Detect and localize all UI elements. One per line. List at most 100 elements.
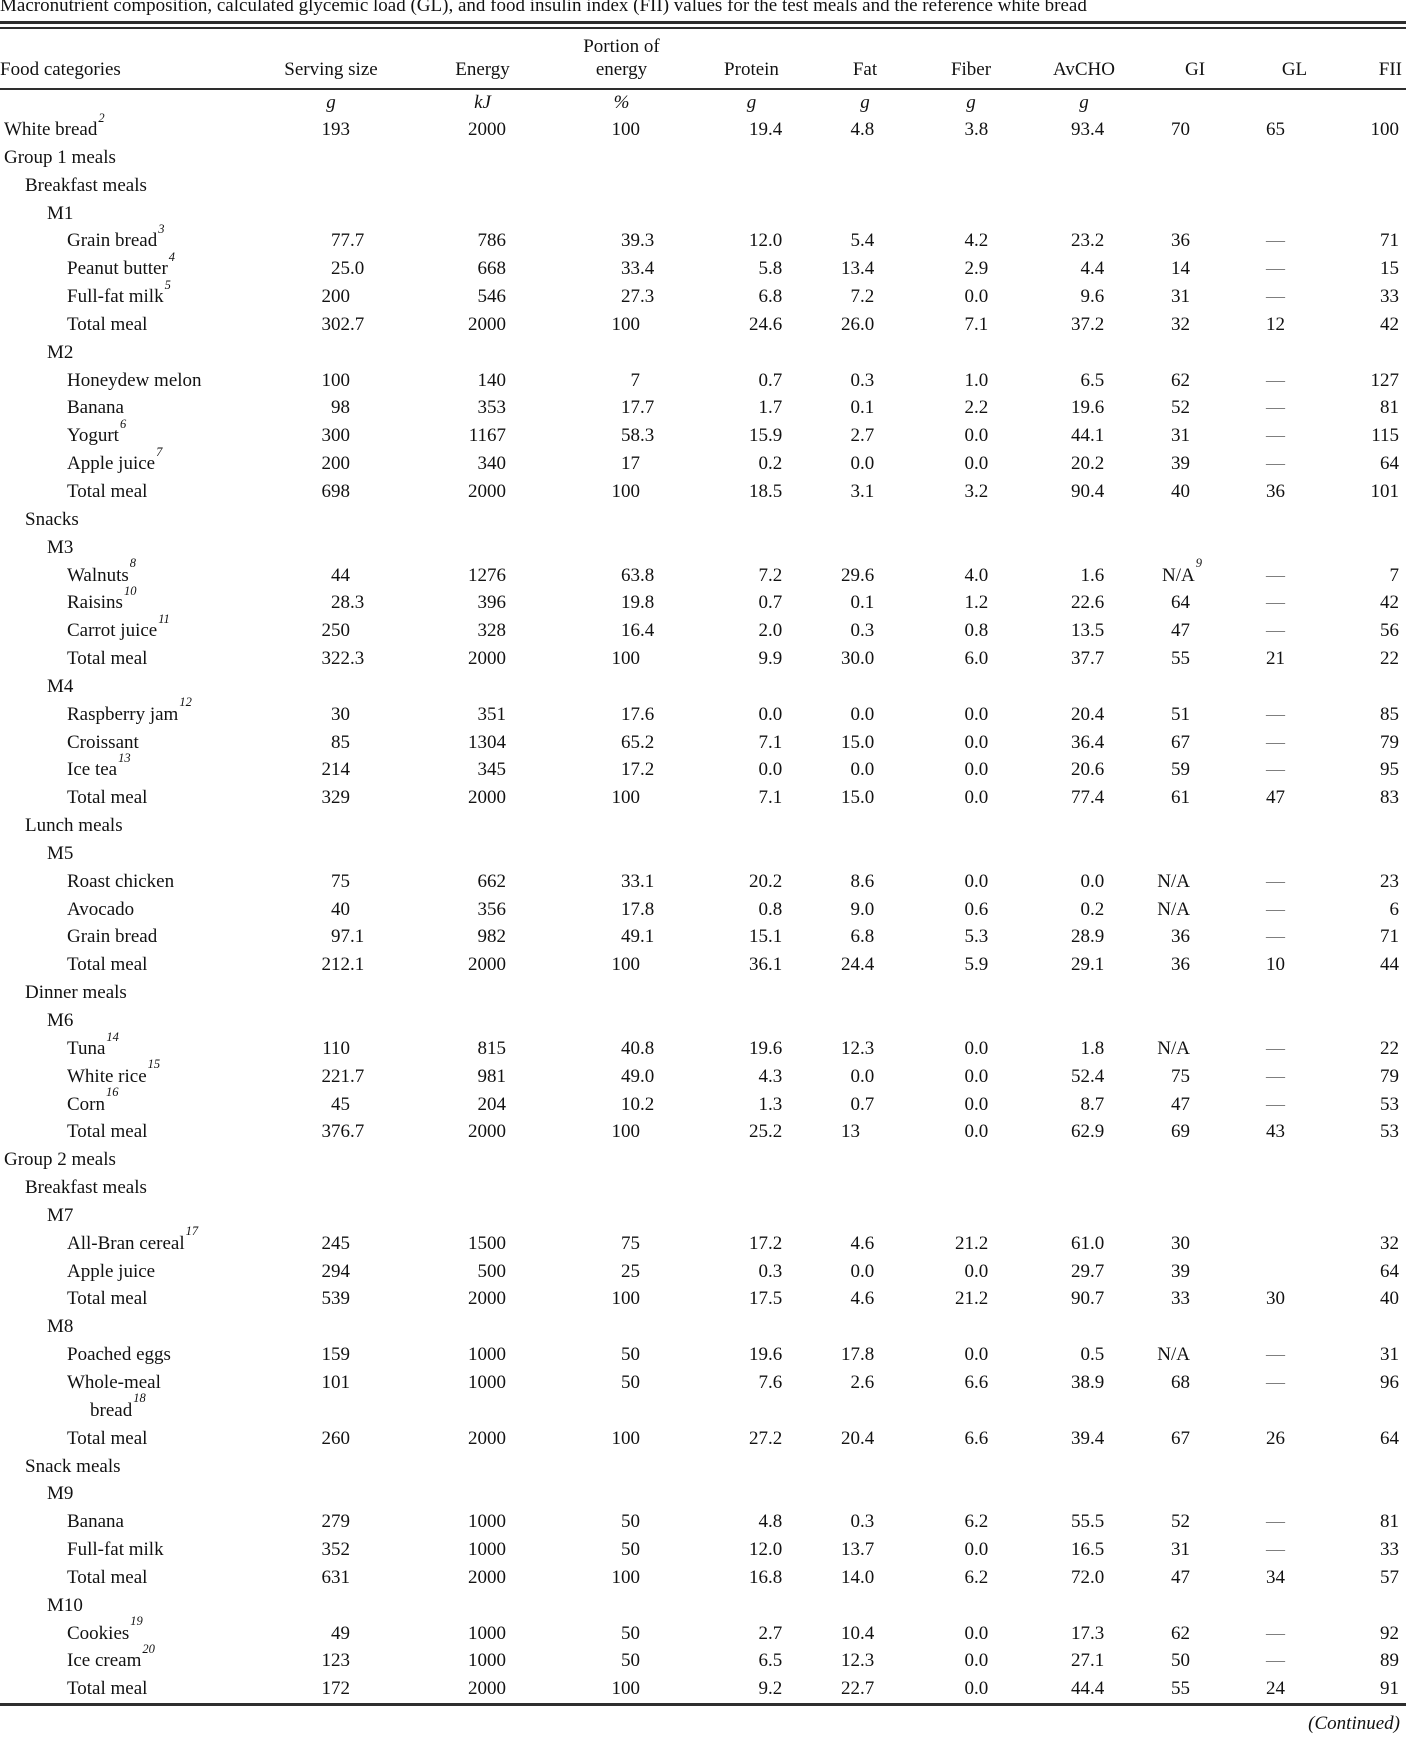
cell-portion <box>528 1174 662 1202</box>
cell-fii: 85 <box>1380 703 1399 725</box>
cell-gi: 40 <box>1171 480 1190 502</box>
cell-protein: 12.0 <box>749 1539 783 1561</box>
row-label: Group 1 meals <box>4 146 116 168</box>
cell-fiber <box>882 506 996 534</box>
cell-fii: 64 <box>1380 1260 1399 1282</box>
cell-portion <box>528 1453 662 1481</box>
cell-protein: 9.9 <box>758 648 783 670</box>
footnote-marker: 5 <box>164 277 171 292</box>
cell-fat <box>790 1480 882 1508</box>
cell-fii <box>1307 200 1406 228</box>
row-label: Cookies19 <box>67 1614 143 1644</box>
table-row: Total meal 260 2000 100 27.2 20.4 6.6 39.4 67 26 6… <box>0 1425 1406 1453</box>
cell-protein: 20.2 <box>749 870 783 892</box>
cell-energy <box>372 144 528 172</box>
cell-serving: 123 <box>321 1650 351 1672</box>
cell-portion: 39.3 <box>621 230 655 252</box>
cell-fii: 40 <box>1380 1288 1399 1310</box>
cell-protein: 16.8 <box>749 1566 783 1588</box>
cell-fii: 101 <box>1370 480 1400 502</box>
cell-serving: 322.3 <box>321 648 365 670</box>
cell-energy: 2000 <box>468 480 506 502</box>
cell-avcho: 0.5 <box>1080 1344 1105 1366</box>
cell-gi: 68 <box>1171 1371 1190 1393</box>
cell-serving: 75 <box>331 870 350 892</box>
cell-gl <box>1212 840 1307 868</box>
cell-protein: 7.1 <box>758 731 783 753</box>
cell-portion <box>528 1146 662 1174</box>
cell-protein: 24.6 <box>749 313 783 335</box>
cell-portion <box>528 673 662 701</box>
table-row: Cookies19 49 1000 50 2.7 10.4 0.0 17.3 62 — 92 <box>0 1614 1406 1648</box>
cell-fii <box>1307 1480 1406 1508</box>
cell-portion: 50 <box>621 1622 640 1644</box>
cell-fii <box>1307 1592 1406 1620</box>
cell-fiber <box>882 1397 996 1425</box>
cell-gi <box>1112 172 1212 200</box>
cell-gi <box>1112 1146 1212 1174</box>
cell-fii: 71 <box>1380 926 1399 948</box>
column-header-label-gl: GL <box>1281 59 1308 80</box>
cell-energy <box>372 1480 528 1508</box>
cell-protein: 4.3 <box>758 1065 783 1087</box>
column-header-top-protein <box>690 35 813 58</box>
cell-gi <box>1112 1592 1212 1620</box>
cell-energy <box>372 1592 528 1620</box>
cell-fii <box>1307 339 1406 367</box>
cell-fat: 20.4 <box>841 1427 875 1449</box>
cell-energy: 2000 <box>468 1566 506 1588</box>
column-header-fii: FII <box>1342 31 1406 81</box>
cell-protein: 17.2 <box>749 1232 783 1254</box>
cell-fii: 81 <box>1380 1511 1399 1533</box>
section-row: Dinner meals <box>0 979 1406 1007</box>
cell-fat: 4.6 <box>850 1232 875 1254</box>
column-header-top-gi <box>1143 35 1247 58</box>
cell-fat <box>790 812 882 840</box>
cell-fiber: 0.6 <box>964 898 989 920</box>
row-label: Dinner meals <box>25 982 127 1004</box>
cell-fat: 13.4 <box>841 258 875 280</box>
cell-serving <box>290 673 372 701</box>
row-label: Walnuts8 <box>67 556 137 586</box>
cell-gl: — <box>1266 926 1285 948</box>
cell-serving: 77.7 <box>331 230 365 252</box>
cell-gl: — <box>1266 898 1285 920</box>
cell-fat: 4.6 <box>850 1288 875 1310</box>
cell-portion: 17.7 <box>621 397 655 419</box>
row-label: Poached eggs <box>67 1344 171 1366</box>
cell-portion <box>528 339 662 367</box>
cell-fat: 12.3 <box>841 1650 875 1672</box>
table-row: Yogurt6 300 1167 58.3 15.9 2.7 0.0 44.1 31 — 115 <box>0 418 1406 450</box>
table-row: Total meal 631 2000 100 16.8 14.0 6.2 72.0 47 34 5… <box>0 1564 1406 1592</box>
cell-gi <box>1112 673 1212 701</box>
cell-serving: 101 <box>321 1371 351 1393</box>
cell-fiber: 0.0 <box>964 1539 989 1561</box>
cell-serving: 214 <box>321 759 351 781</box>
cell-portion <box>528 1592 662 1620</box>
cell-gi <box>1112 1174 1212 1202</box>
cell-fii <box>1307 1453 1406 1481</box>
cell-fiber <box>882 812 996 840</box>
column-header-fat: Fat <box>813 31 917 81</box>
cell-portion: 16.4 <box>621 620 655 642</box>
footnote-marker: 13 <box>118 751 131 766</box>
section-row: M7 <box>0 1202 1406 1230</box>
cell-gi: 64 <box>1171 592 1190 614</box>
cell-fat: 0.0 <box>850 453 875 475</box>
cell-gi <box>1112 1007 1212 1035</box>
row-label: Honeydew melon <box>67 369 202 391</box>
cell-protein <box>662 534 790 562</box>
cell-gi <box>1112 1202 1212 1230</box>
cell-gl: — <box>1266 397 1285 419</box>
cell-avcho: 38.9 <box>1071 1371 1105 1393</box>
cell-fiber <box>882 1007 996 1035</box>
cell-gi: 61 <box>1171 787 1190 809</box>
row-label: Total meal <box>67 1121 148 1143</box>
cell-fii: 53 <box>1380 1093 1399 1115</box>
table-row: Honeydew melon 100 140 7 0.7 0.3 1.0 6.5 62 — 127 <box>0 367 1406 395</box>
cell-avcho: 90.7 <box>1071 1288 1105 1310</box>
cell-fii <box>1307 840 1406 868</box>
table-row: Raisins10 28.3 396 19.8 0.7 0.1 1.2 22.6 64 — 42 <box>0 585 1406 617</box>
table-row: Corn16 45 204 10.2 1.3 0.7 0.0 8.7 47 — 53 <box>0 1086 1406 1119</box>
cell-gl: 24 <box>1266 1678 1285 1700</box>
